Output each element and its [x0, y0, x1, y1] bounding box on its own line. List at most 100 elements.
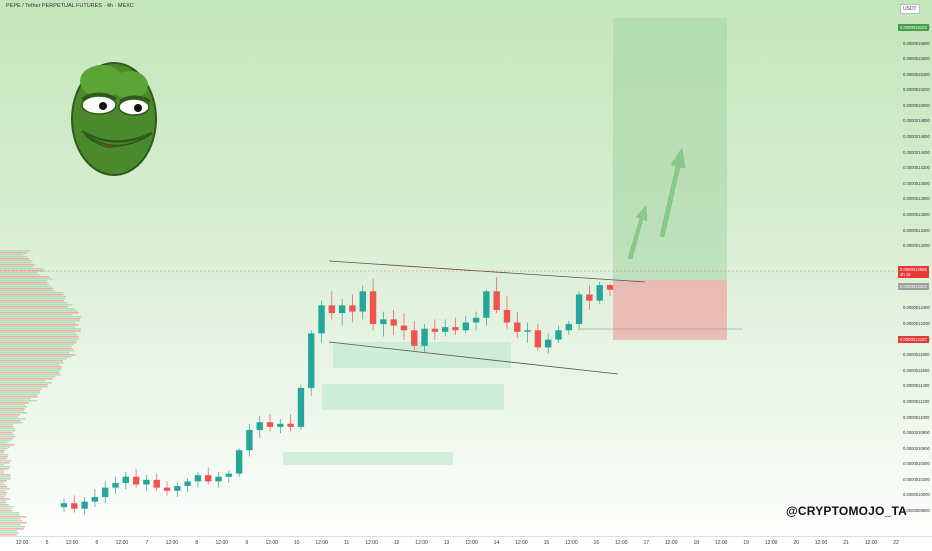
candle [555, 326, 561, 343]
volume-profile-bar [0, 400, 37, 402]
candle [514, 312, 520, 338]
volume-profile-bar [0, 528, 24, 530]
volume-profile-bar [0, 354, 75, 356]
candle-body [164, 488, 170, 491]
volume-profile-bar [0, 478, 11, 480]
candle [401, 313, 407, 339]
volume-profile-bar [0, 338, 79, 340]
volume-profile-bar [0, 372, 59, 374]
candle [81, 497, 87, 515]
candle-body [318, 305, 324, 333]
volume-profile-bar [0, 422, 22, 424]
volume-profile-bar [0, 506, 14, 508]
candle-body [421, 329, 427, 346]
volume-profile-bar [0, 254, 23, 256]
volume-profile-bar [0, 512, 19, 514]
candle [473, 312, 479, 331]
volume-profile-bar [0, 292, 64, 294]
volume-profile-bar [0, 404, 25, 406]
candle [545, 333, 551, 353]
candle-body [514, 322, 520, 331]
time-tick-label: 12:00 [265, 540, 278, 546]
time-tick-label: 12:00 [665, 540, 678, 546]
candle-body [102, 488, 108, 497]
candle [184, 478, 190, 492]
volume-profile-bar [0, 342, 76, 344]
volume-profile-bar [0, 374, 60, 376]
time-tick-label: 12:00 [415, 540, 428, 546]
candle-body [380, 319, 386, 324]
author-watermark: @CRYPTOMOJO_TA [786, 504, 907, 518]
volume-profile-bar [0, 464, 4, 466]
volume-profile-bar [0, 310, 77, 312]
volume-profile-bar [0, 364, 60, 366]
volume-profile-bar [0, 378, 52, 380]
volume-profile-bar [0, 340, 77, 342]
candle-body [215, 477, 221, 482]
time-tick-label: 22 [893, 540, 899, 546]
candle [576, 291, 582, 330]
volume-profile-bar [0, 502, 6, 504]
time-tick-label: 12:00 [365, 540, 378, 546]
candle-body [287, 424, 293, 427]
price-tick-label: 0.0000014400 [903, 150, 930, 155]
volume-profile-bar [0, 304, 72, 306]
volume-profile-bar [0, 406, 27, 408]
candle-body [473, 318, 479, 323]
volume-profile-bar [0, 458, 7, 460]
time-tick-label: 9 [245, 540, 248, 546]
time-tick-label: 12:00 [515, 540, 528, 546]
candle [61, 499, 67, 513]
candle [71, 495, 77, 512]
price-tick-label: 0.0000013200 [903, 243, 930, 248]
time-tick-label: 15 [544, 540, 550, 546]
time-tick-label: 12:00 [66, 540, 79, 546]
candle [226, 470, 232, 482]
price-tick-label: 0.0000011600 [903, 368, 929, 373]
volume-profile-bar [0, 366, 62, 368]
volume-profile-bar [0, 462, 10, 464]
candle-body [277, 424, 283, 427]
candle-body [463, 322, 469, 330]
candle [432, 319, 438, 339]
volume-profile-bar [0, 496, 5, 498]
volume-profile-bar [0, 430, 15, 432]
time-tick-label: 13 [444, 540, 450, 546]
candle-body [298, 388, 304, 427]
candle [236, 449, 242, 477]
target-price-badge: 0.0000016103 [898, 24, 929, 31]
volume-profile-bar [0, 510, 12, 512]
volume-profile-bar [0, 402, 29, 404]
volume-profile-bar [0, 276, 49, 278]
time-tick-label: 6 [96, 540, 99, 546]
candle-body [195, 475, 201, 481]
candle-body [442, 327, 448, 332]
volume-profile-bar [0, 272, 38, 274]
price-tick-label: 0.0000011200 [903, 399, 929, 404]
candle-body [349, 305, 355, 311]
candle [339, 299, 345, 325]
time-tick-label: 12:00 [615, 540, 628, 546]
volume-profile-bar [0, 474, 10, 476]
volume-profile-bar [0, 294, 63, 296]
volume-profile-bar [0, 324, 79, 326]
volume-profile-bar [0, 344, 73, 346]
volume-profile-bar [0, 486, 7, 488]
volume-profile-bar [0, 328, 81, 330]
time-tick-label: 12:00 [315, 540, 328, 546]
candle-body [133, 477, 139, 485]
time-tick-label: 12:00 [465, 540, 478, 546]
volume-profile-bar [0, 376, 55, 378]
time-tick-label: 12:00 [865, 540, 878, 546]
candle [524, 322, 530, 342]
volume-profile-bar [0, 252, 27, 254]
candle-body [61, 503, 67, 507]
volume-profile-bar [0, 508, 12, 510]
volume-profile-bar [0, 454, 8, 456]
pepe-frog-icon [68, 55, 160, 181]
candle [257, 416, 263, 438]
candle [442, 319, 448, 336]
volume-profile-bar [0, 288, 53, 290]
volume-profile-bar [0, 472, 4, 474]
